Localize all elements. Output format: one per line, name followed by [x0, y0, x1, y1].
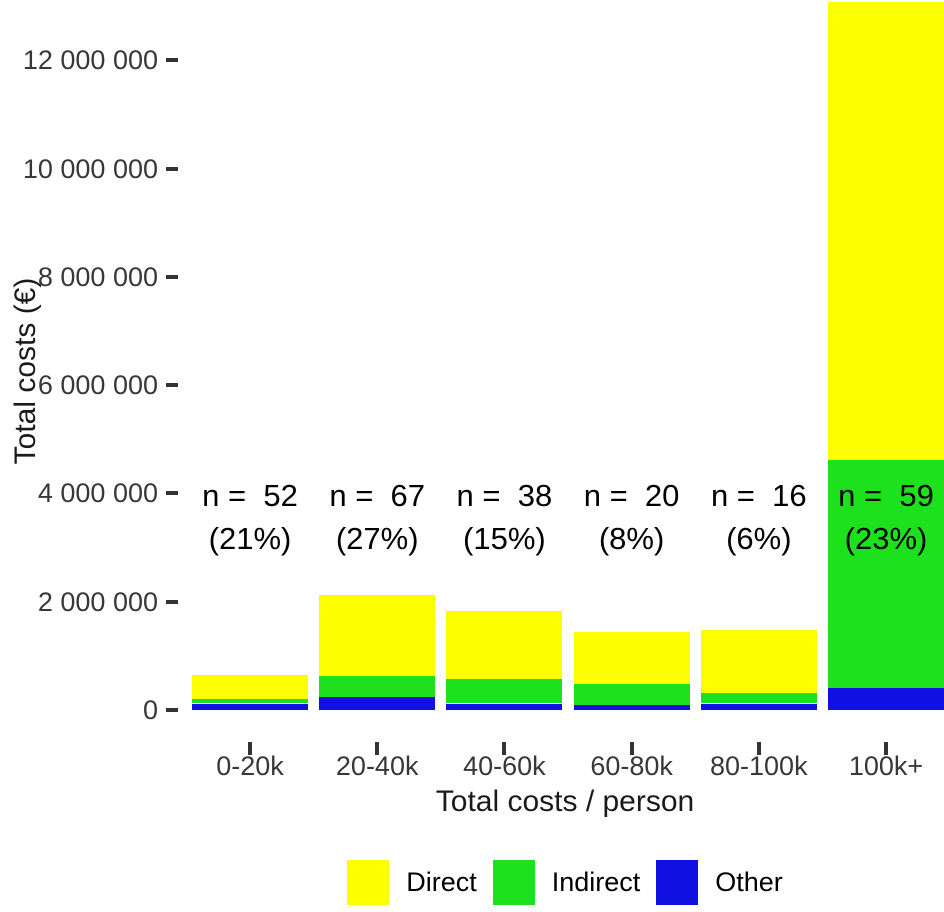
legend-swatch-other — [656, 860, 699, 905]
x-category-label: 0-20k — [216, 751, 284, 781]
annotation-count: n = 16 — [710, 478, 807, 513]
annotation-percent: (27%) — [335, 521, 419, 556]
legend-swatch-direct — [347, 860, 390, 905]
y-tick-label: 12 000 000 — [22, 45, 158, 76]
x-tick-mark — [629, 742, 634, 755]
y-tick-mark — [166, 599, 178, 604]
bar-annotation: n = 20 (8%) — [562, 474, 702, 560]
bar-annotation: n = 59 (23%) — [816, 474, 944, 560]
bar-annotation: n = 67 (27%) — [307, 474, 447, 560]
y-tick-mark — [166, 58, 178, 63]
annotation-count: n = 67 — [329, 478, 426, 513]
annotation-percent: (21%) — [208, 521, 292, 556]
x-tick-mark — [884, 742, 888, 755]
bar-segment-direct — [573, 632, 690, 684]
y-tick-mark — [166, 166, 178, 171]
legend-entry-other: Other — [656, 860, 783, 905]
bar-segment-direct — [700, 629, 817, 693]
bar-segment-indirect — [192, 698, 308, 704]
legend-label: Other — [715, 867, 783, 897]
y-tick-mark — [166, 274, 178, 279]
bar-segment-other — [828, 687, 944, 710]
bar-annotation: n = 52 (21%) — [180, 474, 320, 560]
x-tick-mark — [248, 742, 252, 755]
bar-segment-indirect — [446, 679, 563, 704]
bar-segment-indirect — [319, 676, 436, 697]
bar-annotation: n = 38 (15%) — [434, 474, 574, 560]
annotation-percent: (23%) — [844, 521, 928, 556]
y-tick-label: 0 — [142, 695, 158, 725]
bar-segment-indirect — [828, 459, 944, 688]
bar-segment-direct — [319, 594, 436, 677]
bar-segment-other — [700, 703, 817, 710]
annotation-percent: (15%) — [463, 521, 546, 556]
x-tick-mark — [502, 742, 507, 755]
annotation-count: n = 38 — [456, 478, 553, 513]
bar-segment-other — [319, 697, 436, 710]
y-tick-label: 4 000 000 — [37, 478, 158, 509]
legend-label: Indirect — [551, 867, 641, 897]
annotation-count: n = 20 — [583, 478, 680, 513]
legend-entry-direct: Direct — [347, 860, 477, 905]
y-tick-label: 6 000 000 — [37, 370, 158, 401]
x-tick-mark — [375, 742, 380, 755]
y-tick-mark — [166, 708, 178, 712]
legend-label: Direct — [406, 867, 477, 897]
x-category-label: 60-80k — [590, 751, 673, 781]
bar-annotation: n = 16 (6%) — [689, 474, 829, 560]
bar-segment-other — [446, 703, 563, 710]
annotation-percent: (6%) — [726, 521, 792, 556]
legend-swatch-indirect — [492, 860, 535, 905]
bar-segment-other — [192, 703, 308, 710]
annotation-percent: (8%) — [598, 521, 665, 556]
y-tick-label: 8 000 000 — [37, 261, 158, 292]
x-category-label: 80-100k — [710, 751, 808, 781]
x-tick-mark — [756, 742, 761, 755]
legend-entry-indirect: Indirect — [492, 860, 641, 905]
y-tick-mark — [166, 491, 178, 496]
x-category-label: 20-40k — [335, 751, 419, 781]
y-tick-mark — [166, 383, 178, 388]
bar-segment-indirect — [700, 692, 817, 704]
bar-segment-indirect — [573, 684, 690, 706]
y-tick-label: 10 000 000 — [22, 153, 158, 184]
y-tick-label: 2 000 000 — [37, 586, 158, 617]
bar-segment-other — [573, 705, 690, 710]
annotation-count: n = 52 — [202, 478, 298, 513]
x-axis-title: Total costs / person — [435, 785, 695, 818]
x-category-label: 40-60k — [463, 751, 546, 781]
legend: Direct Indirect Other — [186, 860, 944, 905]
bar-segment-direct — [828, 1, 944, 460]
bar-segment-direct — [192, 674, 308, 699]
x-category-label: 100k+ — [848, 751, 924, 781]
bar-segment-direct — [446, 610, 563, 680]
annotation-count: n = 59 — [838, 478, 934, 513]
